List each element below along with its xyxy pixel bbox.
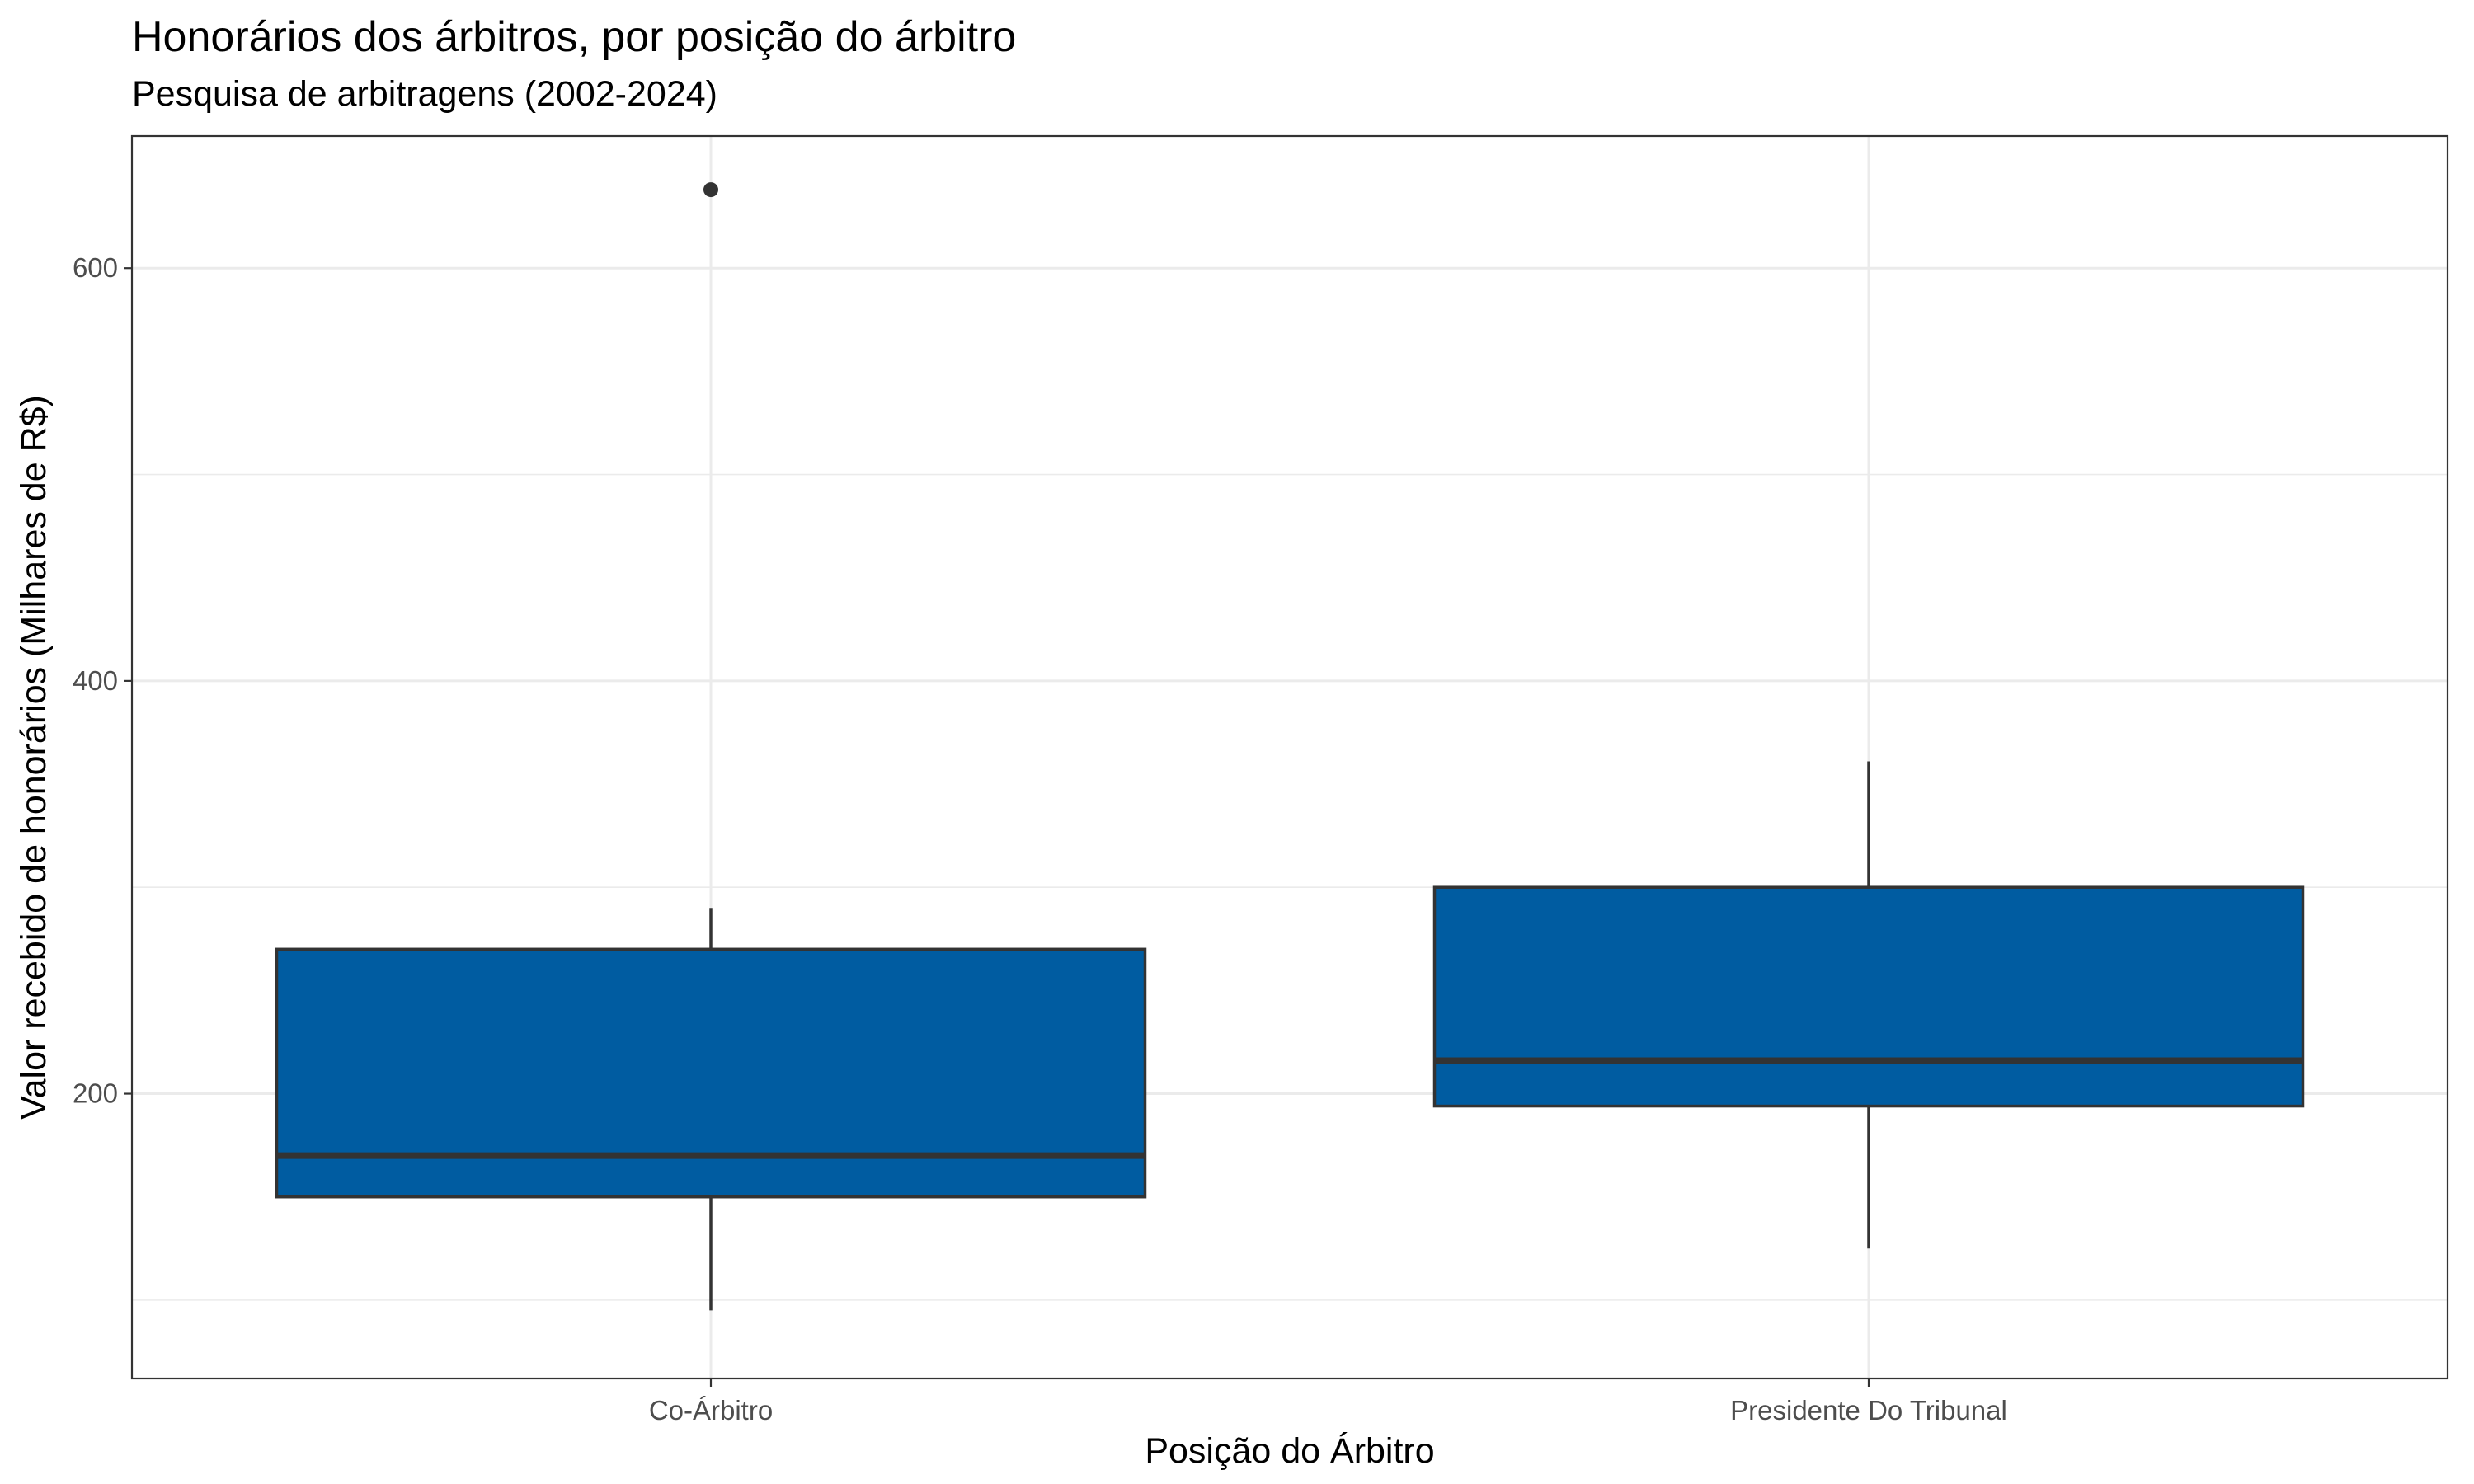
panel-border [130, 134, 2449, 1380]
y-tick-label: 200 [73, 1078, 118, 1109]
x-axis-title: Posição do Árbitro [1145, 1431, 1434, 1471]
axes: 200 400 600 Co-Árbitro Presidente Do Tribuna… [14, 252, 2007, 1471]
y-tick-label: 600 [73, 252, 118, 283]
chart-subtitle: Pesquisa de arbitragens (2002-2024) [132, 74, 717, 114]
box-iqr [275, 947, 1147, 1199]
y-axis-title: Valor recebido de honorários (Milhares d… [14, 395, 54, 1120]
boxplot-series [275, 182, 2305, 1311]
y-tick-label: 400 [73, 665, 118, 696]
outlier-point [703, 182, 718, 198]
chart-title: Honorários dos árbitros, por posição do … [132, 13, 1017, 61]
x-tick-label: Co-Árbitro [649, 1395, 773, 1425]
box-iqr [1432, 885, 2305, 1108]
x-tick-label: Presidente Do Tribunal [1730, 1395, 2007, 1425]
